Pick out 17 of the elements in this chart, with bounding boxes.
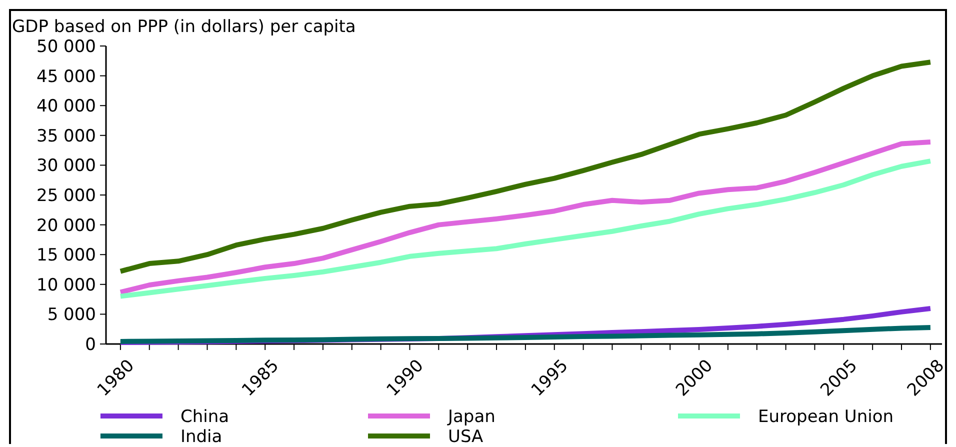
y-tick-label: 15 000	[36, 246, 96, 266]
y-tick-label: 25 000	[36, 186, 96, 206]
y-tick-label: 10 000	[36, 275, 96, 296]
y-tick-label: 50 000	[36, 36, 96, 57]
legend-label: Japan	[447, 406, 496, 427]
legend-label: USA	[448, 426, 484, 447]
chart-title: GDP based on PPP (in dollars) per capita	[12, 17, 356, 37]
legend-label: India	[180, 426, 222, 447]
y-tick-label: 45 000	[36, 66, 96, 87]
y-tick-label: 35 000	[36, 126, 96, 146]
y-tick-label: 40 000	[36, 96, 96, 117]
y-tick-label: 5 000	[47, 305, 96, 326]
y-tick-label: 0	[85, 334, 96, 355]
legend-label: European Union	[758, 406, 894, 427]
y-tick-label: 30 000	[36, 156, 96, 176]
y-tick-label: 20 000	[36, 216, 96, 236]
legend-label: China	[180, 406, 230, 427]
